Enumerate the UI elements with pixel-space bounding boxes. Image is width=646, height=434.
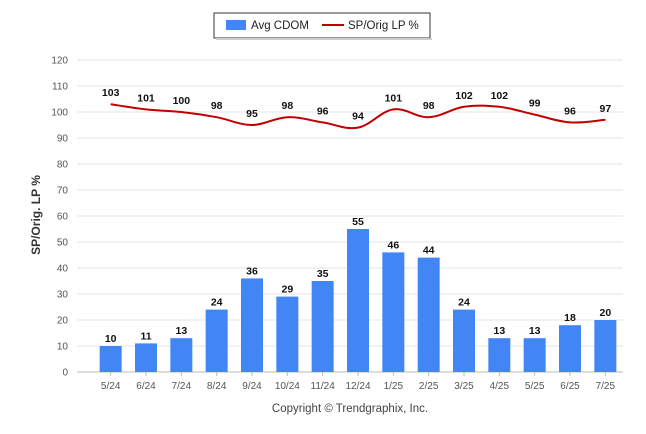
x-tick-label: 2/25 bbox=[419, 381, 439, 392]
line-data-label: 101 bbox=[137, 92, 155, 104]
x-tick-label: 6/25 bbox=[560, 381, 580, 392]
bar-data-label: 46 bbox=[387, 239, 399, 251]
data-labels: 10 11 13 24 36 29 35 55 46 44 24 13 13 18 20 103 101 100 9… bbox=[102, 87, 611, 345]
bar-avg-cdom bbox=[241, 278, 263, 372]
line-data-label: 94 bbox=[352, 111, 364, 123]
bar-avg-cdom bbox=[276, 296, 299, 372]
y-tick-label: 20 bbox=[57, 316, 69, 327]
line-data-label: 103 bbox=[102, 87, 120, 99]
bar-avg-cdom bbox=[311, 281, 334, 372]
bar-data-label: 44 bbox=[423, 245, 435, 257]
line-data-label: 102 bbox=[455, 90, 473, 102]
bar-avg-cdom bbox=[453, 309, 475, 372]
x-tick-label: 8/24 bbox=[207, 381, 227, 392]
line-data-label: 95 bbox=[246, 108, 258, 120]
bar-data-label: 13 bbox=[529, 325, 541, 337]
bar-avg-cdom bbox=[135, 343, 157, 372]
bar-data-label: 11 bbox=[140, 330, 151, 342]
x-tick-label: 11/24 bbox=[311, 381, 336, 392]
line-data-label: 98 bbox=[211, 100, 223, 112]
y-tick-label: 0 bbox=[62, 368, 68, 379]
bar-avg-cdom bbox=[170, 338, 193, 372]
y-tick-label: 100 bbox=[51, 108, 68, 119]
x-tick-label: 12/24 bbox=[345, 381, 370, 392]
x-tick-label: 5/25 bbox=[525, 381, 545, 392]
y-tick-label: 60 bbox=[57, 212, 69, 223]
x-tick-label: 5/24 bbox=[101, 381, 121, 392]
bar-avg-cdom bbox=[523, 338, 546, 372]
line-series-sp-orig-lp bbox=[110, 103, 606, 130]
x-axis-ticks: 5/24 6/24 7/24 8/24 9/24 10/24 11/24 12/24 1/25 2… bbox=[101, 372, 616, 392]
bar-avg-cdom bbox=[594, 320, 617, 372]
bar-avg-cdom bbox=[488, 338, 511, 372]
y-tick-label: 120 bbox=[51, 56, 68, 67]
legend-label-sp-orig-lp: SP/Orig LP % bbox=[348, 20, 419, 32]
bar-avg-cdom bbox=[205, 309, 228, 372]
bar-avg-cdom bbox=[559, 325, 581, 372]
bar-avg-cdom bbox=[382, 252, 405, 372]
bar-data-label: 29 bbox=[281, 284, 293, 296]
line-data-label: 96 bbox=[317, 105, 329, 117]
bar-data-label: 55 bbox=[352, 216, 364, 228]
bar-data-label: 18 bbox=[564, 312, 576, 324]
bar-data-label: 24 bbox=[458, 297, 470, 309]
copyright-footer: Copyright © Trendgraphix, Inc. bbox=[272, 403, 428, 415]
bar-data-label: 10 bbox=[105, 333, 117, 345]
bar-avg-cdom bbox=[99, 346, 122, 372]
y-tick-label: 50 bbox=[57, 238, 69, 249]
y-axis-title: SP/Orig. LP % bbox=[29, 175, 43, 255]
x-tick-label: 9/24 bbox=[242, 381, 262, 392]
y-tick-label: 90 bbox=[57, 134, 69, 145]
y-tick-label: 10 bbox=[57, 342, 69, 353]
x-tick-label: 4/25 bbox=[490, 381, 510, 392]
line-data-label: 101 bbox=[385, 92, 403, 104]
bar-avg-cdom bbox=[347, 229, 369, 372]
x-tick-label: 7/25 bbox=[596, 381, 616, 392]
legend-label-avg-cdom: Avg CDOM bbox=[251, 20, 309, 32]
line-sp-orig-lp bbox=[110, 103, 606, 130]
line-data-label: 99 bbox=[529, 98, 541, 110]
x-tick-label: 10/24 bbox=[275, 381, 300, 392]
x-tick-label: 7/24 bbox=[172, 381, 192, 392]
x-tick-label: 3/25 bbox=[454, 381, 474, 392]
y-tick-label: 70 bbox=[57, 186, 69, 197]
legend[interactable]: Avg CDOM SP/Orig LP % bbox=[213, 12, 432, 40]
bar-avg-cdom bbox=[417, 257, 440, 372]
bar-data-label: 24 bbox=[211, 297, 223, 309]
bar-data-label: 35 bbox=[317, 268, 329, 280]
bar-data-label: 13 bbox=[175, 325, 187, 337]
line-data-label: 98 bbox=[423, 100, 435, 112]
bar-data-label: 36 bbox=[246, 265, 258, 277]
y-tick-label: 40 bbox=[57, 264, 69, 275]
y-tick-label: 30 bbox=[57, 290, 69, 301]
line-data-label: 97 bbox=[599, 103, 611, 115]
bar-data-label: 13 bbox=[493, 325, 505, 337]
line-data-label: 102 bbox=[491, 90, 509, 102]
legend-bar-swatch bbox=[226, 20, 246, 30]
line-data-label: 98 bbox=[281, 100, 293, 112]
y-tick-label: 110 bbox=[52, 82, 68, 93]
y-axis-ticks: 0 10 20 30 40 50 60 70 80 90 100 110 120 bbox=[51, 56, 68, 379]
line-data-label: 96 bbox=[564, 105, 576, 117]
x-tick-label: 6/24 bbox=[136, 381, 156, 392]
line-data-label: 100 bbox=[173, 95, 191, 107]
x-tick-label: 1/25 bbox=[384, 381, 404, 392]
bar-data-label: 20 bbox=[599, 307, 611, 319]
y-tick-label: 80 bbox=[57, 160, 69, 171]
bar-series-avg-cdom bbox=[99, 229, 617, 372]
